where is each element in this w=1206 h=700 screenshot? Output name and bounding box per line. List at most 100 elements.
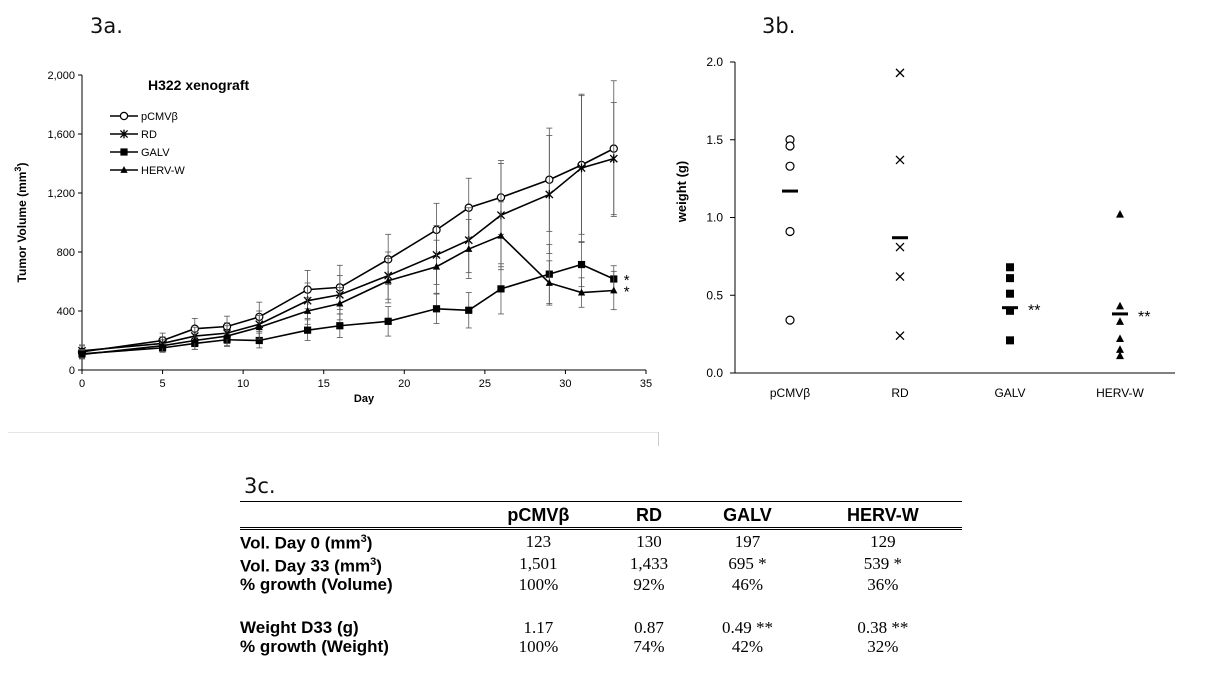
row-label: Vol. Day 33 (mm3) [240,555,382,576]
table-row: Vol. Day 33 (mm3) 1,501 1,433 695 * 539 * [240,553,962,576]
data-point [785,161,795,171]
y-tick-label: 1.5 [706,133,723,147]
x-tick-label: 25 [479,378,491,390]
weight-scatter-chart: 0.0 0.5 1.0 1.5 2.0 weight (g) pCMVβ RD ** GALV **… [674,55,1175,400]
x-axis-title: Day [354,393,375,405]
category-label: GALV [994,386,1025,400]
data-point [158,341,167,349]
table-row: Vol. Day 0 (mm3) 123 130 197 129 [240,529,962,553]
data-point [895,242,905,252]
table-cell: 129 [870,531,896,551]
table-cell: 42% [731,637,764,657]
series-line [81,147,615,353]
category-label: RD [891,386,909,400]
series-HERV-W [78,201,618,360]
data-point [191,336,199,344]
table-cell: 695 * [728,554,767,574]
y-tick-label: 0.0 [706,366,723,380]
column-header: GALV [723,505,772,525]
data-point [1116,209,1124,218]
data-point [1006,306,1014,315]
data-point [304,326,312,334]
y-tick-label: 0.5 [706,288,723,302]
table-cell: 46% [731,575,764,595]
legend-marker [120,148,128,156]
data-point [895,272,905,282]
data-point [465,245,473,252]
category-label: pCMVβ [770,386,810,400]
x-tick-label: 20 [398,378,410,390]
data-point [577,163,586,173]
data-point [497,231,505,239]
data-point [545,190,554,199]
row-label: % growth (Volume) [240,575,393,595]
data-point [1116,351,1124,360]
data-point [304,307,312,314]
legend-label: HERV-W [141,165,185,177]
table-cell: 100% [518,575,559,595]
table-cell: 32% [867,637,899,657]
figure-frame-edge [8,432,658,433]
x-tick-label: 10 [237,378,249,390]
significance-mark: * [753,554,767,574]
data-point [895,68,905,78]
y-axis-title: Tumor Volume (mm3) [13,163,29,283]
table-body: Vol. Day 0 (mm3) 123 130 197 129 Vol. Day 33 … [240,529,962,657]
group-RD [892,68,908,341]
table-cell: 36% [867,575,899,595]
data-point [255,336,263,345]
series-line [81,234,614,356]
data-point [577,288,586,296]
row-label: Weight D33 (g) [240,618,359,638]
panel-label-3a: 3a. [90,14,123,38]
table-cell: 0.38 ** [857,618,909,638]
table-cell: 100% [518,637,559,657]
table-cell: 1.17 [523,618,554,638]
data-point [336,322,344,330]
table-header-row: pCMVβ RD GALV HERV-W [240,503,962,529]
data-point [255,323,263,331]
column-header: HERV-W [847,505,919,525]
data-point [384,276,392,284]
series-line [81,157,614,352]
x-tick-label: 35 [640,378,652,390]
y-tick-label: 2,000 [47,70,75,82]
y-tick-label: 0 [69,365,75,377]
data-point [785,315,795,325]
legend-marker [120,166,128,173]
legend-marker [119,111,129,121]
x-tick-label: 30 [559,378,571,390]
category-label: HERV-W [1096,386,1144,400]
header-blank [240,503,470,529]
column-header: RD [636,505,662,525]
data-point [577,260,586,269]
legend-marker [119,129,129,139]
significance-mark: ** [751,618,773,638]
data-point [497,285,505,293]
chart-title: H322 xenograft [148,77,249,93]
legend-label: pCMVβ [141,111,178,123]
data-point [1116,345,1124,353]
significance-mark: ** [1028,303,1040,320]
row-label: % growth (Weight) [240,637,389,657]
spacer-cell [240,594,962,618]
significance-mark: ** [887,618,909,638]
data-point [384,317,392,325]
row-label: Vol. Day 0 (mm3) [240,533,373,553]
data-point [432,262,441,270]
column-header: pCMVβ [507,505,570,525]
significance-mark: * [889,554,903,574]
data-point [1006,263,1014,272]
table-cell: 197 [734,531,761,551]
x-tick-label: 5 [160,378,166,390]
data-point [1006,274,1014,283]
significance-mark: * [624,272,630,289]
table-cell: 92% [633,575,665,595]
table-cell: 130 [636,531,662,551]
table-cell: 0.49 ** [721,618,773,638]
table-cell: 123 [525,531,552,551]
data-point [545,279,553,286]
x-tick-label: 15 [318,378,330,390]
y-tick-label: 400 [57,306,75,318]
y-tick-label: 800 [57,247,75,259]
